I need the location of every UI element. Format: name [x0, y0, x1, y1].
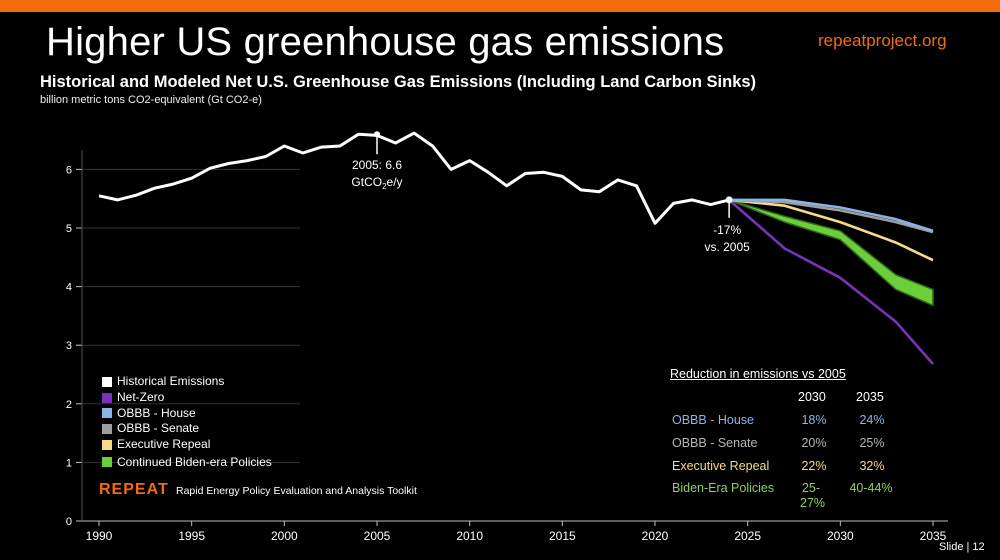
reduction-row-label: Executive Repeal — [672, 459, 770, 473]
annotations-layer: 2005: 6.6 GtCO2e/y -17% vs. 2005 — [351, 131, 750, 254]
legend-swatch-obbb-senate — [102, 424, 112, 435]
y-tick-label: 6 — [66, 164, 72, 176]
legend-swatch-executive-repeal — [102, 440, 112, 451]
legend-label-historical: Historical Emissions — [117, 374, 225, 388]
legend-label-executive-repeal: Executive Repeal — [117, 437, 211, 452]
annotation-peak-line1: 2005: 6.6 — [352, 158, 402, 172]
reduction-cell: 22% — [801, 459, 827, 473]
axes: 0 1 2 3 4 5 6 1990 1995 2000 2005 2010 2015 2020 2025 2… — [66, 150, 948, 543]
y-tick-label: 4 — [66, 282, 72, 294]
reduction-year-2030: 2030 — [798, 390, 826, 404]
series-net-zero — [728, 198, 934, 365]
legend-item-executive-repeal: Executive Repeal — [102, 437, 272, 453]
legend-item-obbb-house: OBBB - House — [102, 406, 272, 422]
x-tick-label: 2000 — [271, 529, 298, 543]
reduction-table-title: Reduction in emissions vs 2005 — [670, 367, 846, 381]
annotation-marker — [374, 131, 380, 138]
brand-tagline: Rapid Energy Policy Evaluation and Analy… — [176, 485, 417, 497]
brand-block: REPEAT Rapid Energy Policy Evaluation an… — [99, 481, 417, 499]
legend-swatch-net-zero — [102, 392, 112, 403]
reduction-row-label: Biden-Era Policies — [672, 481, 775, 495]
reduction-row-label: OBBB - Senate — [672, 436, 758, 450]
y-tick-label: 3 — [66, 340, 72, 352]
slide-title: Higher US greenhouse gas emissions — [46, 20, 725, 64]
legend-label-biden-era: Continued Biden-era Policies — [117, 455, 272, 470]
series-biden-era-band — [728, 199, 934, 307]
series-obbb-senate — [729, 198, 934, 234]
legend-item-historical: Historical Emissions — [102, 374, 272, 390]
legend-swatch-biden-era — [102, 456, 112, 467]
annotation-peak-line2: GtCO2e/y — [351, 175, 402, 191]
grid-lines — [76, 168, 300, 463]
slide-number: Slide | 12 — [939, 541, 985, 553]
reduction-cell: 20% — [801, 436, 827, 450]
legend-swatch-obbb-house — [102, 408, 112, 419]
legend-label-obbb-house: OBBB - House — [117, 405, 196, 420]
y-tick-label: 0 — [66, 516, 72, 528]
reduction-cell: 18% — [801, 413, 827, 427]
x-tick-label: 2020 — [642, 529, 669, 543]
y-tick-label: 1 — [66, 457, 72, 469]
x-tick-label: 2035 — [920, 529, 947, 543]
x-tick-label: 1990 — [86, 529, 113, 543]
reduction-cell: 25-27% — [800, 481, 826, 510]
reduction-year-2035: 2035 — [856, 390, 884, 404]
top-accent-bar — [0, 0, 1000, 12]
legend-item-biden-era: Continued Biden-era Policies — [102, 453, 272, 473]
series-obbb-house — [729, 198, 934, 233]
legend-swatch-historical — [102, 376, 112, 387]
annotation-reduction-line1: -17% — [713, 223, 741, 237]
reduction-row-label: OBBB - House — [672, 413, 754, 427]
legend-label-net-zero: Net-Zero — [117, 389, 165, 404]
reduction-cell: 40-44% — [849, 481, 893, 495]
legend: Historical Emissions Net-Zero OBBB - Hou… — [102, 374, 272, 473]
reduction-cell: 25% — [859, 436, 885, 450]
x-tick-label: 2015 — [549, 529, 576, 543]
x-tick-label: 1995 — [178, 529, 205, 543]
x-tick-label: 2010 — [456, 529, 483, 543]
x-tick-label: 2025 — [734, 529, 761, 543]
reduction-cell: 24% — [859, 413, 885, 427]
legend-label-obbb-senate: OBBB - Senate — [117, 421, 200, 436]
y-tick-label: 2 — [66, 399, 72, 411]
chart-subtitle: billion metric tons CO2-equivalent (Gt C… — [40, 94, 262, 106]
series-historical — [98, 131, 730, 225]
annotation-reduction-line2: vs. 2005 — [704, 240, 750, 254]
series-executive-repeal — [728, 198, 934, 262]
annotation-marker — [725, 196, 733, 204]
x-tick-label: 2005 — [364, 529, 391, 543]
y-tick-label: 5 — [66, 223, 72, 235]
reduction-cell: 32% — [859, 459, 885, 473]
chart-title: Historical and Modeled Net U.S. Greenhou… — [40, 73, 757, 91]
repeat-logo: REPEAT — [99, 481, 169, 498]
series-layer — [98, 131, 934, 365]
site-link[interactable]: repeatproject.org — [818, 31, 947, 50]
legend-item-net-zero: Net-Zero — [102, 390, 272, 406]
x-tick-label: 2030 — [827, 529, 854, 543]
legend-item-obbb-senate: OBBB - Senate — [102, 421, 272, 437]
